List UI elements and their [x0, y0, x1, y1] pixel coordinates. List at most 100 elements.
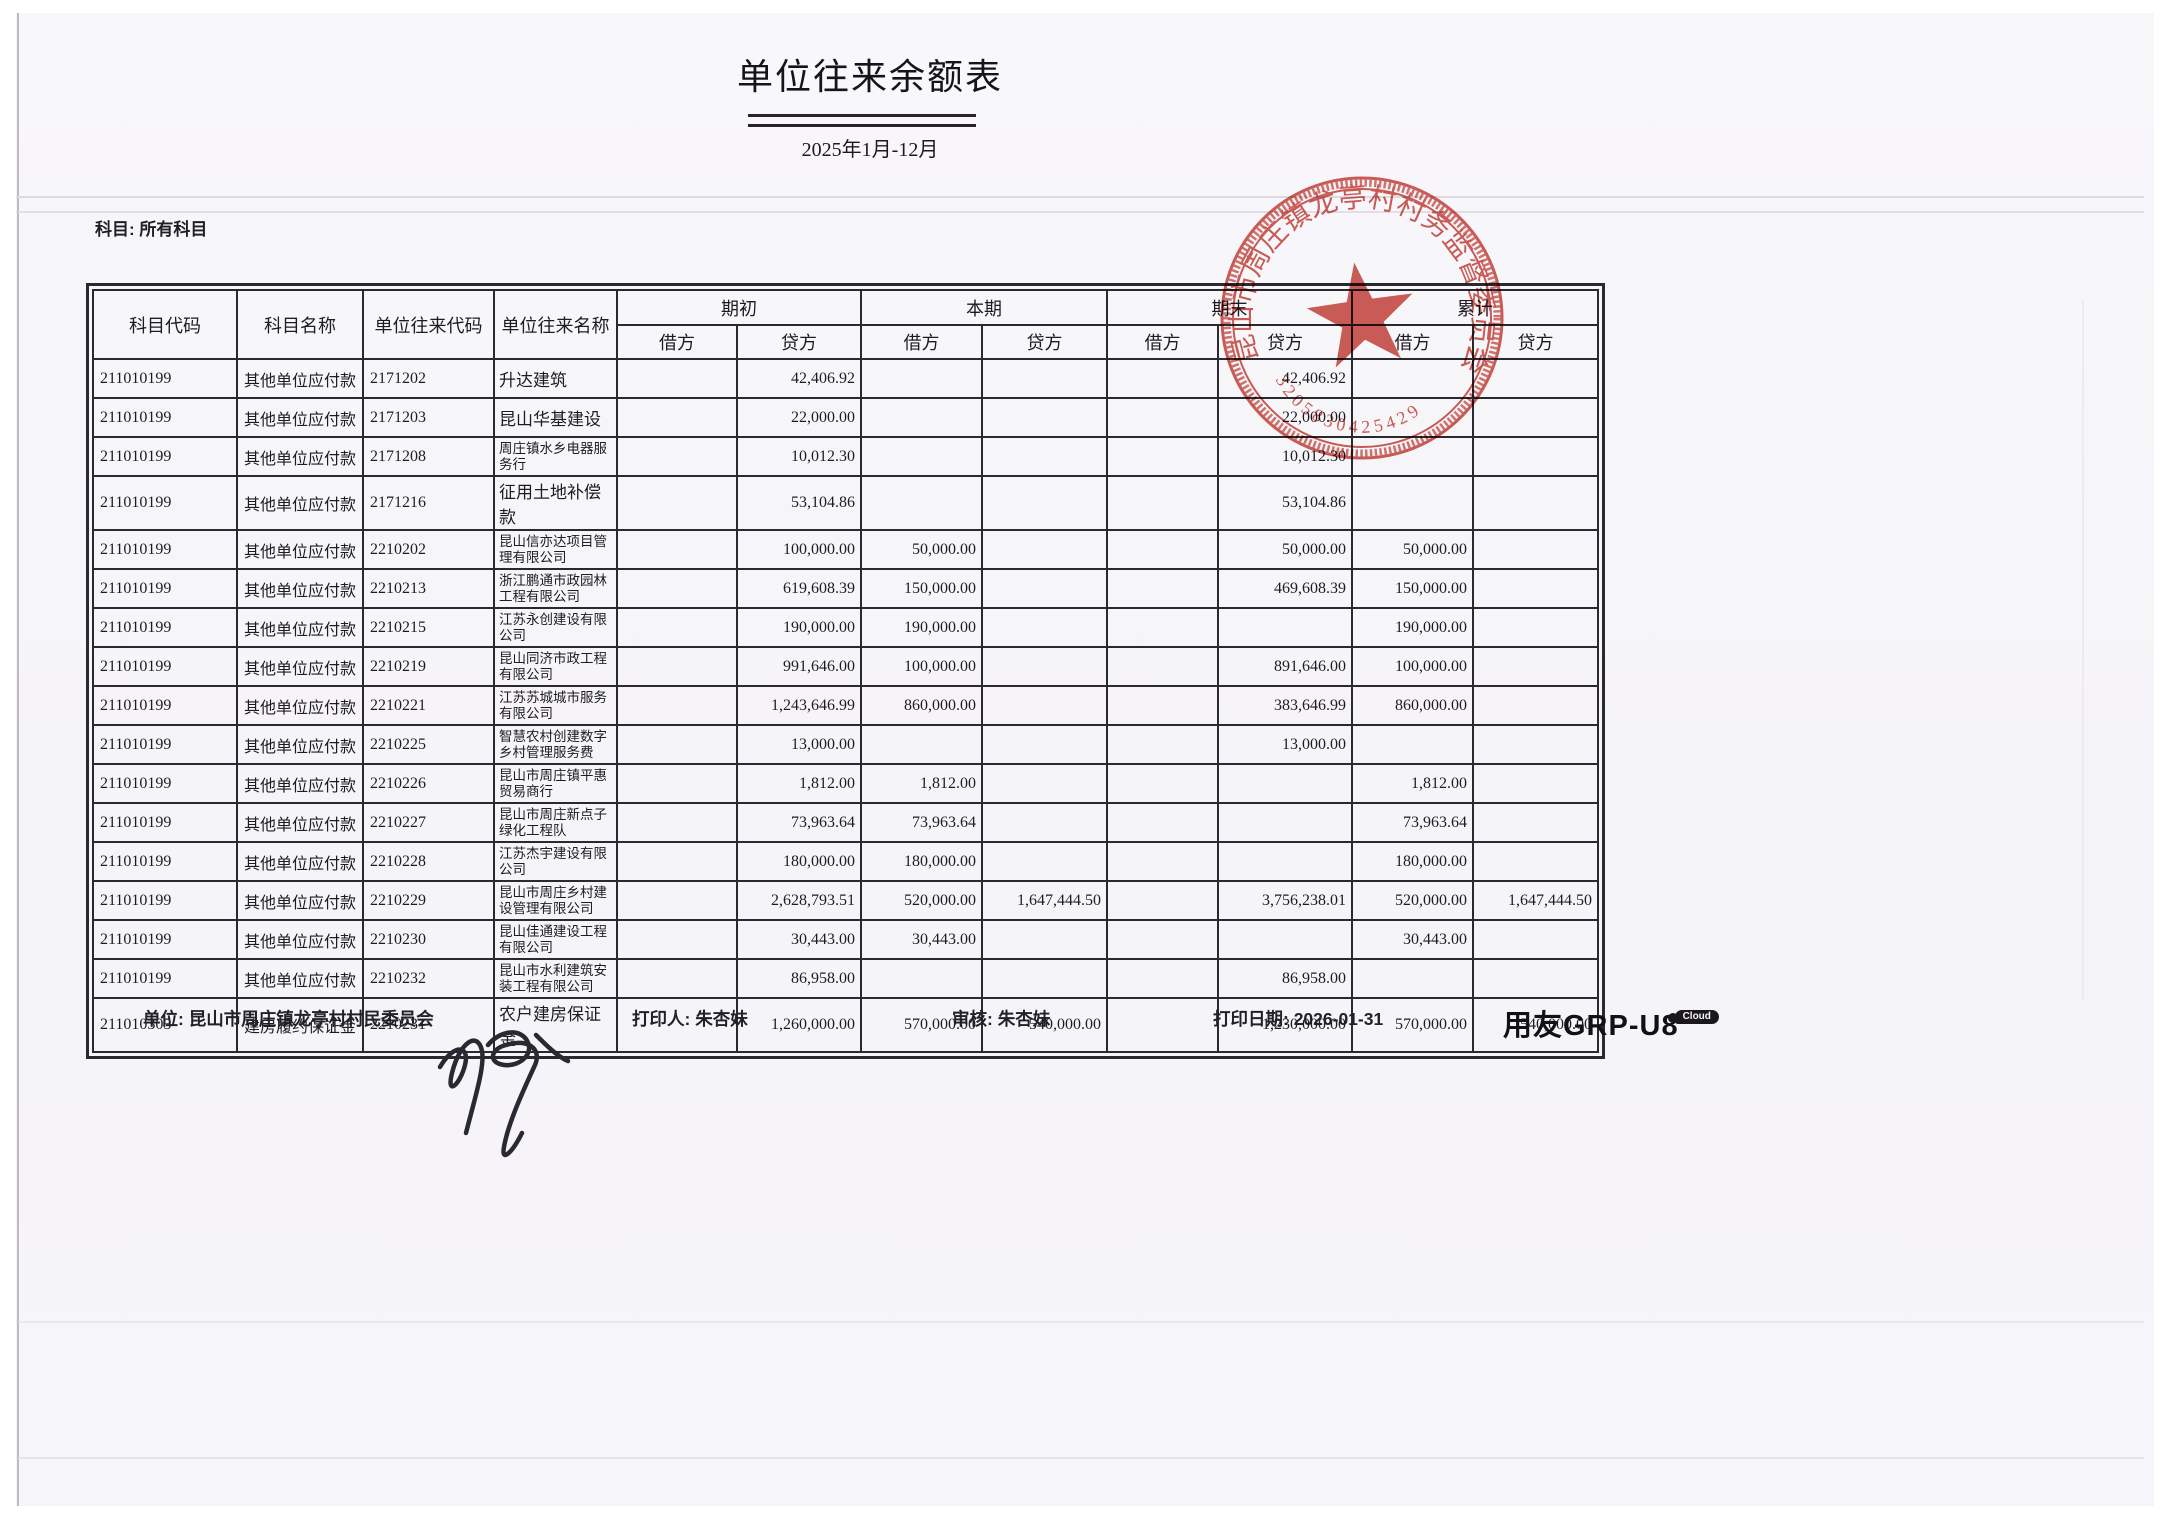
- cell-unit-code: 2171203: [362, 397, 495, 438]
- cell-ending-credit: [1217, 607, 1353, 648]
- cell-cumulative-credit: 1,647,444.50: [1472, 880, 1599, 921]
- group-header-current: 本期: [860, 289, 1108, 326]
- table-row: 211010199 其他单位应付款 2171216 征用土地补偿款 53,104.86 5…: [92, 475, 1599, 531]
- cell-subject-name: 其他单位应付款: [236, 646, 364, 687]
- cell-current-debit: 100,000.00: [860, 646, 983, 687]
- cell-ending-debit: [1106, 475, 1219, 531]
- subcol-ending-credit: 贷方: [1217, 324, 1353, 360]
- cell-opening-debit: [616, 919, 738, 960]
- cell-ending-debit: [1106, 646, 1219, 687]
- cell-unit-code: 2171208: [362, 436, 495, 477]
- table-row: 211010199 其他单位应付款 2210202 昆山信亦达项目管理有限公司 100,…: [92, 529, 1599, 570]
- cell-unit-name: 昆山佳通建设工程有限公司: [493, 919, 618, 960]
- cell-cumulative-credit: 540,000.00: [1472, 997, 1599, 1053]
- cell-subject-code: 211010199: [92, 607, 238, 648]
- footer-print-date: 打印日期: 2026-01-31: [1213, 1009, 1384, 1029]
- table-row: 211010199 其他单位应付款 2210215 江苏永创建设有限公司 190,000…: [92, 607, 1599, 648]
- cell-opening-credit: 73,963.64: [736, 802, 862, 843]
- cell-subject-name: 其他单位应付款: [236, 475, 364, 531]
- cell-subject-code: 211010199: [92, 802, 238, 843]
- paper-edge: [17, 13, 19, 1506]
- cell-unit-name: 升达建筑: [493, 358, 618, 399]
- cell-subject-code: 211010199: [92, 397, 238, 438]
- cell-unit-code: 2171202: [362, 358, 495, 399]
- footer-unit: 单位: 昆山市周庄镇龙亭村村民委员会: [143, 1009, 434, 1029]
- cell-current-debit: 73,963.64: [860, 802, 983, 843]
- cell-cumulative-debit: 30,443.00: [1351, 919, 1474, 960]
- cell-ending-credit: 3,756,238.01: [1217, 880, 1353, 921]
- cell-current-debit: 30,443.00: [860, 919, 983, 960]
- cell-subject-name: 其他单位应付款: [236, 919, 364, 960]
- report-period: 2025年1月-12月: [801, 139, 939, 161]
- cell-opening-debit: [616, 880, 738, 921]
- cell-subject-code: 211010199: [92, 436, 238, 477]
- cell-subject-code: 211010199: [92, 724, 238, 765]
- cell-opening-credit: 86,958.00: [736, 958, 862, 999]
- cell-current-debit: [860, 436, 983, 477]
- cell-current-credit: [981, 397, 1108, 438]
- logo-brand-text: 用友GRP-U8: [1503, 1010, 1679, 1042]
- cell-unit-name: 周庄镇水乡电器服务行: [493, 436, 618, 477]
- footer-reviewed-by: 审核: 朱杏妹: [952, 1009, 1051, 1029]
- cell-opening-debit: [616, 568, 738, 609]
- cell-ending-debit: [1106, 358, 1219, 399]
- scan-crease: [16, 196, 2144, 198]
- cell-subject-code: 211010199: [92, 646, 238, 687]
- cell-cumulative-debit: 570,000.00: [1351, 997, 1474, 1053]
- cell-subject-code: 211010305: [92, 997, 238, 1053]
- cell-opening-debit: [616, 397, 738, 438]
- cell-opening-credit: 30,443.00: [736, 919, 862, 960]
- cell-current-debit: 180,000.00: [860, 841, 983, 882]
- subcol-current-credit: 贷方: [981, 324, 1108, 360]
- cell-unit-code: 2171216: [362, 475, 495, 531]
- cell-ending-credit: 13,000.00: [1217, 724, 1353, 765]
- cell-cumulative-debit: 1,812.00: [1351, 763, 1474, 804]
- table-row: 211010199 其他单位应付款 2210219 昆山同济市政工程有限公司 991,6…: [92, 646, 1599, 687]
- official-seal-stamp: 昆山市周庄镇龙亭村村务监督委员会 3205830425429: [1220, 176, 1504, 460]
- cell-current-credit: [981, 475, 1108, 531]
- cell-cumulative-debit: [1351, 397, 1474, 438]
- cell-current-debit: [860, 358, 983, 399]
- subject-filter-label: 科目: 所有科目: [95, 220, 208, 239]
- table-row: 211010199 其他单位应付款 2210230 昆山佳通建设工程有限公司 30,44…: [92, 919, 1599, 960]
- cell-subject-code: 211010199: [92, 568, 238, 609]
- cell-current-debit: [860, 958, 983, 999]
- table-row: 211010199 其他单位应付款 2210229 昆山市周庄乡村建设管理有限公司 2,…: [92, 880, 1599, 921]
- cell-subject-name: 其他单位应付款: [236, 529, 364, 570]
- cell-cumulative-credit: [1472, 802, 1599, 843]
- cell-current-credit: [981, 529, 1108, 570]
- cell-cumulative-credit: [1472, 568, 1599, 609]
- cell-subject-code: 211010199: [92, 841, 238, 882]
- cell-unit-code: 2210226: [362, 763, 495, 804]
- cell-cumulative-debit: [1351, 358, 1474, 399]
- table-row: 211010199 其他单位应付款 2171203 昆山华基建设 22,000.00 22…: [92, 397, 1599, 438]
- cell-cumulative-credit: [1472, 958, 1599, 999]
- cell-cumulative-debit: [1351, 724, 1474, 765]
- cell-ending-credit: 22,000.00: [1217, 397, 1353, 438]
- cell-subject-name: 其他单位应付款: [236, 607, 364, 648]
- cell-ending-credit: [1217, 802, 1353, 843]
- cell-subject-code: 211010199: [92, 685, 238, 726]
- cell-unit-code: 2210221: [362, 685, 495, 726]
- cell-current-debit: 50,000.00: [860, 529, 983, 570]
- cell-ending-debit: [1106, 958, 1219, 999]
- cell-current-credit: [981, 685, 1108, 726]
- cell-unit-code: 2210232: [362, 958, 495, 999]
- cell-opening-credit: 53,104.86: [736, 475, 862, 531]
- cell-unit-name: 浙江鹏通市政园林工程有限公司: [493, 568, 618, 609]
- cell-cumulative-debit: 73,963.64: [1351, 802, 1474, 843]
- cell-subject-code: 211010199: [92, 880, 238, 921]
- cell-unit-code: 2210227: [362, 802, 495, 843]
- cell-unit-name: 昆山华基建设: [493, 397, 618, 438]
- cell-opening-credit: 1,812.00: [736, 763, 862, 804]
- cell-current-credit: [981, 436, 1108, 477]
- cell-unit-code: 2210229: [362, 880, 495, 921]
- cell-opening-credit: 1,243,646.99: [736, 685, 862, 726]
- cell-opening-credit: 100,000.00: [736, 529, 862, 570]
- cell-subject-code: 211010199: [92, 475, 238, 531]
- cell-current-credit: [981, 607, 1108, 648]
- cell-cumulative-credit: [1472, 529, 1599, 570]
- cell-opening-credit: 180,000.00: [736, 841, 862, 882]
- cell-unit-name: 智慧农村创建数字乡村管理服务费: [493, 724, 618, 765]
- cloud-icon: Cloud: [1667, 1010, 1719, 1024]
